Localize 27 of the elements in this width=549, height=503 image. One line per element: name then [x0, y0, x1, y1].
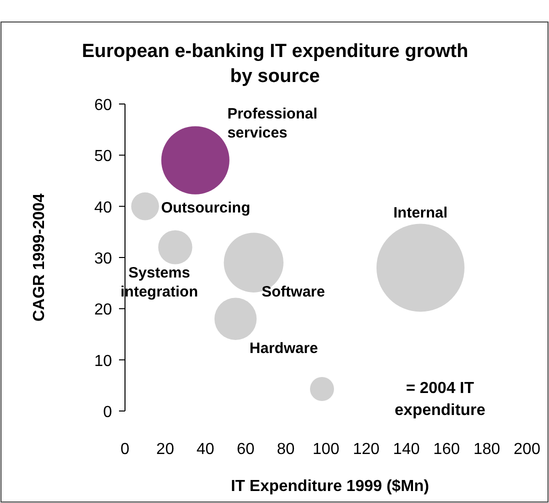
annotation: = 2004 IT expenditure: [394, 380, 486, 419]
series-label: Outsourcing: [161, 199, 250, 216]
x-tick-label: 200: [514, 441, 540, 458]
x-tick-label: 20: [156, 441, 174, 458]
y-tick-label: 50: [94, 148, 112, 166]
x-tick-label: 0: [120, 441, 130, 458]
x-tick-label: 100: [312, 441, 340, 458]
y-tick-label: 10: [94, 352, 112, 370]
series-label: Hardware: [250, 340, 318, 357]
y-axis-title: CAGR 1999-2004: [31, 193, 48, 322]
x-tick-label: 120: [352, 441, 380, 458]
y-tick-label: 0: [103, 404, 112, 421]
x-tick-label: 180: [473, 441, 500, 458]
x-tick-label: 160: [433, 441, 460, 458]
x-tick-label: 80: [276, 441, 295, 458]
chart-title: European e-banking IT expenditure growth by source: [82, 41, 468, 87]
y-tick-label: 30: [94, 250, 112, 268]
series-label: Professional services: [227, 105, 318, 142]
y-tick-label: 40: [94, 199, 112, 216]
x-tick-label: 40: [196, 441, 214, 458]
x-tick-label: 140: [393, 441, 420, 458]
y-tick-label: 60: [94, 97, 112, 114]
x-axis-title: IT Expenditure 1999 ($Mn): [230, 478, 430, 495]
series-label: Software: [262, 284, 325, 301]
x-tick-label: 60: [236, 441, 255, 458]
series-label: Internal: [393, 204, 448, 222]
y-tick-label: 20: [94, 302, 112, 319]
